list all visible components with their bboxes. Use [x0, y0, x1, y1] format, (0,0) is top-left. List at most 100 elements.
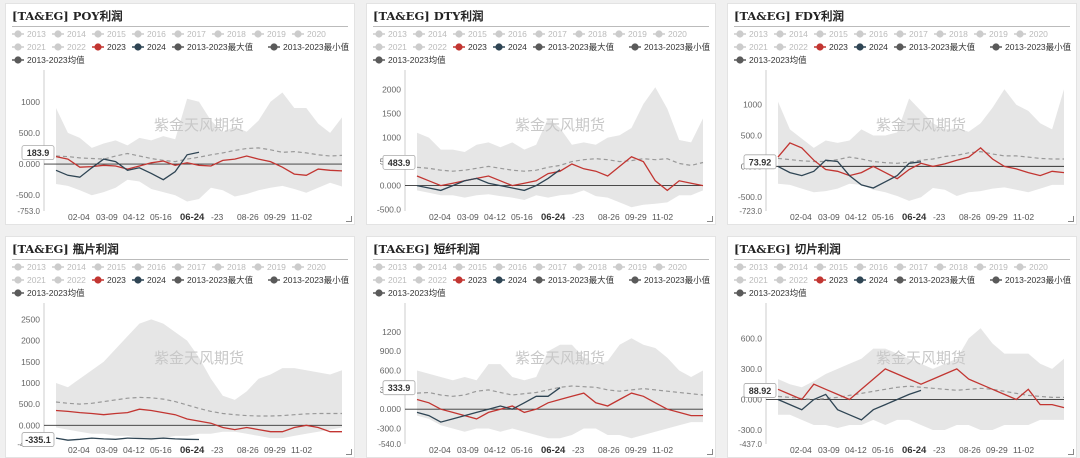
- resize-handle-icon[interactable]: [346, 216, 352, 222]
- legend-item[interactable]: 2019: [252, 29, 286, 39]
- legend-item[interactable]: 2013-2023最小值: [990, 275, 1072, 285]
- legend-item[interactable]: 2016: [493, 262, 527, 272]
- legend-item[interactable]: 2017: [172, 29, 206, 39]
- x-tick-label: 11-02: [1013, 445, 1034, 455]
- legend-item[interactable]: 2016: [132, 29, 166, 39]
- legend-item[interactable]: 2013: [373, 262, 407, 272]
- legend-item[interactable]: 2023: [814, 275, 848, 285]
- legend-item[interactable]: 2018: [212, 262, 246, 272]
- legend-item[interactable]: 2016: [493, 29, 527, 39]
- legend-item[interactable]: 2015: [814, 262, 848, 272]
- legend-item[interactable]: 2013: [12, 262, 46, 272]
- legend-item[interactable]: 2018: [212, 29, 246, 39]
- legend-item[interactable]: 2018: [573, 262, 607, 272]
- legend-item[interactable]: 2016: [132, 262, 166, 272]
- resize-handle-icon[interactable]: [707, 216, 713, 222]
- legend-item[interactable]: 2020: [292, 29, 326, 39]
- legend-item[interactable]: 2014: [52, 262, 86, 272]
- legend-item[interactable]: 2024: [493, 42, 527, 52]
- legend-item[interactable]: 2017: [533, 29, 567, 39]
- legend-item[interactable]: 2013: [373, 29, 407, 39]
- legend-item[interactable]: 2023: [453, 42, 487, 52]
- legend-item[interactable]: 2013-2023最大值: [172, 275, 254, 285]
- legend-item[interactable]: 2023: [92, 42, 126, 52]
- legend-item[interactable]: 2023: [453, 275, 487, 285]
- legend-swatch-dot: [134, 43, 142, 51]
- legend-item[interactable]: 2024: [854, 275, 888, 285]
- legend-item[interactable]: 2015: [92, 262, 126, 272]
- legend-item[interactable]: 2013-2023最大值: [172, 42, 254, 52]
- legend-item[interactable]: 2018: [573, 29, 607, 39]
- legend-item[interactable]: 2020: [292, 262, 326, 272]
- legend-item[interactable]: 2019: [613, 262, 647, 272]
- legend-item[interactable]: 2018: [934, 262, 968, 272]
- legend-item[interactable]: 2019: [974, 29, 1008, 39]
- legend-item[interactable]: 2013-2023最大值: [533, 275, 615, 285]
- legend-item[interactable]: 2013-2023最小值: [268, 275, 350, 285]
- legend-item[interactable]: 2019: [252, 262, 286, 272]
- legend-item[interactable]: 2013-2023最小值: [629, 275, 711, 285]
- legend-item[interactable]: 2013-2023最小值: [629, 42, 711, 52]
- legend-item[interactable]: 2023: [92, 275, 126, 285]
- legend-item[interactable]: 2017: [894, 29, 928, 39]
- legend-item[interactable]: 2013-2023均值: [734, 55, 807, 65]
- legend-item[interactable]: 2017: [894, 262, 928, 272]
- legend-item[interactable]: 2014: [413, 29, 447, 39]
- legend-item[interactable]: 2018: [934, 29, 968, 39]
- legend-item[interactable]: 2023: [814, 42, 848, 52]
- legend-item[interactable]: 2013-2023最小值: [990, 42, 1072, 52]
- legend-item[interactable]: 2016: [854, 262, 888, 272]
- legend-item[interactable]: 2013-2023均值: [12, 288, 85, 298]
- legend-item[interactable]: 2024: [854, 42, 888, 52]
- legend-swatch-dot: [535, 30, 543, 38]
- legend-item[interactable]: 2022: [413, 275, 447, 285]
- legend-item[interactable]: 2020: [1014, 262, 1048, 272]
- legend-item[interactable]: 2021: [12, 275, 46, 285]
- legend-item[interactable]: 2013-2023均值: [373, 288, 446, 298]
- legend-item[interactable]: 2013-2023均值: [734, 288, 807, 298]
- legend-item[interactable]: 2015: [453, 262, 487, 272]
- legend-item[interactable]: 2020: [653, 29, 687, 39]
- legend-item[interactable]: 2013: [734, 29, 768, 39]
- legend-item[interactable]: 2022: [52, 275, 86, 285]
- legend-item[interactable]: 2015: [814, 29, 848, 39]
- legend-item[interactable]: 2022: [774, 275, 808, 285]
- legend-item[interactable]: 2013-2023最大值: [533, 42, 615, 52]
- legend-item[interactable]: 2021: [734, 42, 768, 52]
- legend-item[interactable]: 2013-2023最大值: [894, 42, 976, 52]
- legend-item[interactable]: 2013: [734, 262, 768, 272]
- legend-item[interactable]: 2019: [974, 262, 1008, 272]
- legend-item[interactable]: 2014: [774, 262, 808, 272]
- legend-label: 2016: [869, 262, 888, 272]
- resize-handle-icon[interactable]: [346, 449, 352, 455]
- legend-item[interactable]: 2022: [52, 42, 86, 52]
- legend-item[interactable]: 2013-2023均值: [12, 55, 85, 65]
- resize-handle-icon[interactable]: [707, 449, 713, 455]
- legend-item[interactable]: 2022: [774, 42, 808, 52]
- legend-item[interactable]: 2016: [854, 29, 888, 39]
- legend-item[interactable]: 2015: [92, 29, 126, 39]
- legend-item[interactable]: 2013-2023均值: [373, 55, 446, 65]
- legend-item[interactable]: 2021: [373, 42, 407, 52]
- legend-item[interactable]: 2013-2023最大值: [894, 275, 976, 285]
- legend-item[interactable]: 2014: [52, 29, 86, 39]
- legend-item[interactable]: 2013-2023最小值: [268, 42, 350, 52]
- legend-item[interactable]: 2014: [774, 29, 808, 39]
- legend-item[interactable]: 2017: [533, 262, 567, 272]
- legend-item[interactable]: 2021: [734, 275, 768, 285]
- legend-item[interactable]: 2022: [413, 42, 447, 52]
- resize-handle-icon[interactable]: [1068, 216, 1074, 222]
- legend-item[interactable]: 2013: [12, 29, 46, 39]
- legend-item[interactable]: 2019: [613, 29, 647, 39]
- legend-item[interactable]: 2021: [373, 275, 407, 285]
- legend-item[interactable]: 2024: [132, 42, 166, 52]
- resize-handle-icon[interactable]: [1068, 449, 1074, 455]
- legend-item[interactable]: 2021: [12, 42, 46, 52]
- legend-item[interactable]: 2024: [132, 275, 166, 285]
- legend-item[interactable]: 2014: [413, 262, 447, 272]
- legend-item[interactable]: 2020: [1014, 29, 1048, 39]
- legend-item[interactable]: 2020: [653, 262, 687, 272]
- legend-item[interactable]: 2015: [453, 29, 487, 39]
- legend-item[interactable]: 2024: [493, 275, 527, 285]
- legend-item[interactable]: 2017: [172, 262, 206, 272]
